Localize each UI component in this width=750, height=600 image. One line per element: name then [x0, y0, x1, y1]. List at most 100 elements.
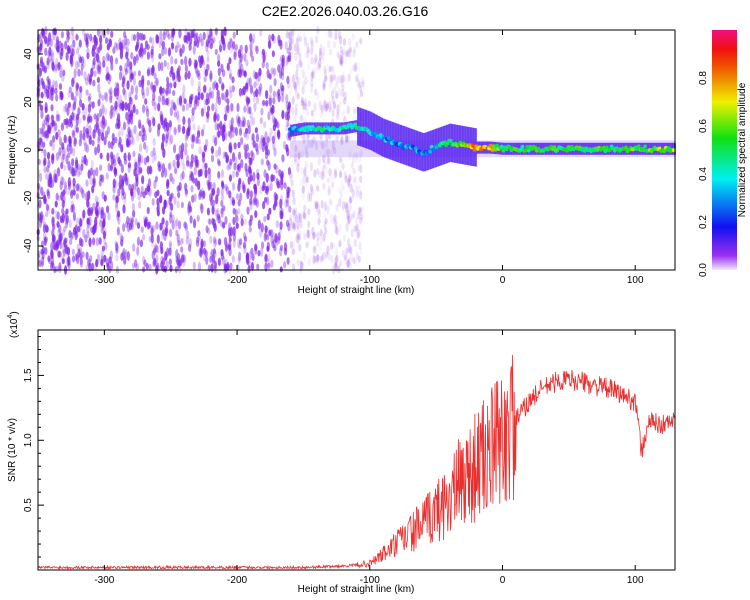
noise-blob: [46, 88, 50, 99]
noise-blob: [120, 99, 124, 107]
noise-blob: [335, 203, 339, 212]
noise-blob: [357, 255, 361, 263]
noise-blob: [172, 144, 177, 154]
noise-blob: [101, 224, 105, 231]
noise-blob: [259, 29, 263, 37]
noise-blob: [156, 234, 160, 244]
noise-blob: [57, 113, 61, 122]
noise-blob: [185, 103, 189, 111]
noise-blob: [150, 150, 154, 158]
noise-blob: [174, 166, 178, 175]
noise-blob: [201, 149, 205, 157]
noise-blob: [41, 61, 45, 72]
noise-blob: [345, 50, 349, 58]
noise-blob: [259, 117, 263, 125]
noise-blob: [92, 61, 96, 70]
noise-blob: [249, 49, 253, 57]
noise-blob: [218, 238, 222, 246]
noise-blob: [123, 89, 127, 100]
noise-blob: [173, 127, 177, 135]
noise-blob: [69, 44, 73, 55]
noise-blob: [48, 126, 52, 135]
noise-blob: [105, 66, 109, 75]
noise-blob: [196, 39, 200, 48]
ridge-envelope: [441, 126, 444, 165]
noise-blob: [220, 187, 224, 196]
noise-blob: [241, 180, 245, 191]
noise-blob: [75, 159, 79, 169]
noise-blob: [342, 38, 347, 46]
noise-blob: [146, 206, 150, 215]
noise-blob: [177, 191, 181, 199]
noise-blob: [357, 94, 361, 103]
noise-blob: [313, 102, 317, 112]
noise-blob: [49, 249, 54, 258]
noise-blob: [154, 191, 158, 199]
noise-blob: [251, 253, 255, 262]
noise-blob: [209, 70, 213, 80]
noise-blob: [200, 128, 205, 137]
noise-blob: [45, 85, 50, 93]
noise-blob: [40, 127, 44, 135]
noise-blob: [349, 183, 353, 193]
noise-blob: [316, 61, 320, 71]
noise-blob: [59, 70, 63, 78]
noise-blob: [286, 120, 290, 127]
noise-blob: [311, 67, 315, 77]
noise-blob: [103, 91, 108, 101]
noise-blob: [180, 254, 185, 264]
noise-blob: [272, 141, 276, 151]
noise-blob: [324, 217, 328, 225]
noise-blob: [60, 176, 64, 186]
noise-blob: [232, 31, 236, 39]
noise-blob: [286, 55, 291, 63]
noise-blob: [136, 39, 140, 47]
noise-blob: [171, 72, 176, 82]
noise-blob: [66, 34, 70, 43]
noise-blob: [330, 175, 334, 182]
noise-blob: [50, 57, 54, 66]
noise-blob: [116, 152, 120, 161]
noise-blob: [107, 54, 111, 62]
noise-blob: [179, 48, 183, 58]
noise-blob: [284, 199, 288, 209]
noise-blob: [273, 67, 277, 76]
noise-blob: [356, 231, 360, 240]
noise-blob: [157, 95, 161, 103]
noise-blob: [313, 169, 317, 178]
noise-blob: [104, 241, 108, 251]
noise-blob: [204, 162, 208, 170]
noise-blob: [114, 201, 119, 209]
noise-blob: [205, 63, 210, 71]
noise-blob: [127, 162, 132, 169]
noise-blob: [359, 37, 363, 45]
noise-blob: [86, 218, 90, 229]
noise-blob: [345, 247, 349, 254]
noise-blob: [207, 92, 212, 101]
noise-blob: [288, 224, 293, 234]
noise-blob: [130, 134, 134, 145]
noise-blob: [47, 78, 52, 86]
noise-blob: [237, 117, 241, 128]
noise-blob: [102, 55, 106, 63]
noise-blob: [86, 197, 90, 208]
noise-blob: [94, 37, 99, 46]
noise-blob: [359, 90, 364, 98]
snr-frame: [37, 329, 676, 571]
x-tick-label: -300: [94, 575, 114, 586]
noise-blob: [163, 265, 167, 273]
noise-blob: [170, 55, 174, 65]
noise-blob: [152, 84, 157, 93]
noise-blob: [334, 250, 338, 261]
noise-blob: [304, 160, 308, 169]
noise-blob: [112, 154, 116, 164]
noise-blob: [326, 155, 331, 165]
noise-blob: [312, 231, 316, 240]
noise-blob: [136, 236, 141, 247]
noise-blob: [51, 216, 55, 224]
noise-blob: [95, 258, 99, 268]
noise-blob: [292, 28, 296, 36]
noise-blob: [266, 196, 270, 206]
noise-blob: [133, 56, 137, 66]
noise-blob: [202, 85, 206, 93]
